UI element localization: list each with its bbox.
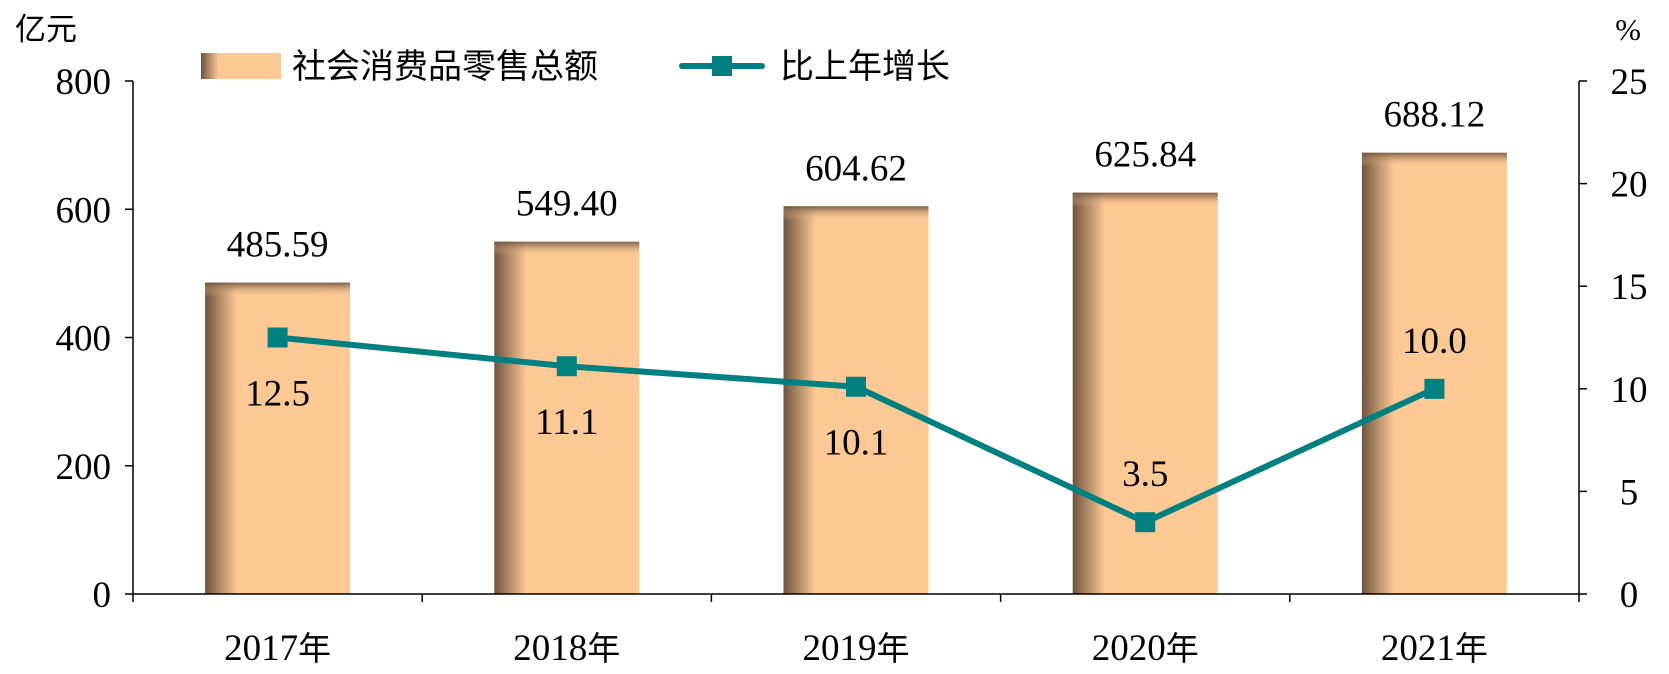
- bar-data-label: 688.12: [1384, 95, 1486, 136]
- legend-swatch-marker: [712, 56, 732, 76]
- y-right-tick-label: 15: [1611, 267, 1648, 308]
- bar: [1072, 192, 1218, 594]
- legend-label-growth: 比上年增长: [780, 47, 950, 87]
- y-left-axis-label: 亿元: [15, 12, 77, 48]
- y-left-tick-label: 600: [56, 190, 112, 231]
- y-right-tick-label: 20: [1611, 165, 1648, 206]
- legend-label-retail-sales: 社会消费品零售总额: [292, 47, 598, 87]
- x-tick-label: 2021年: [1381, 628, 1488, 669]
- growth-data-label: 10.0: [1402, 321, 1467, 362]
- y-left-tick-label: 0: [93, 575, 112, 616]
- bar-data-label: 604.62: [805, 148, 907, 189]
- line-series: [267, 327, 1445, 533]
- growth-marker: [556, 356, 577, 377]
- x-tick-label: 2018年: [513, 628, 620, 669]
- y-right-tick-label: 10: [1611, 370, 1648, 411]
- bar-series: [205, 152, 1507, 595]
- y-right-axis-label: %: [1615, 12, 1641, 47]
- growth-data-label: 3.5: [1122, 454, 1168, 495]
- growth-data-label: 10.1: [824, 423, 889, 464]
- x-tick-label: 2020年: [1092, 628, 1199, 669]
- bar-labels: 485.59 549.40 604.62 625.84 688.12: [227, 95, 1486, 266]
- bar-data-label: 549.40: [516, 184, 618, 225]
- line-labels: 12.5 11.1 10.1 3.5 10.0: [245, 321, 1467, 495]
- bar-data-label: 485.59: [227, 225, 329, 266]
- y-left-tick-label: 400: [56, 319, 112, 360]
- y-left-tick-label: 800: [56, 62, 112, 103]
- bar-top-shade: [494, 241, 640, 256]
- growth-marker: [1424, 378, 1445, 399]
- legend: 社会消费品零售总额 比上年增长: [201, 47, 950, 87]
- axes: 0 200 400 600 800 0 5 10 15 20 25 2017年 2018年 2019年 20…: [56, 62, 1648, 669]
- y-left-tick-label: 200: [56, 447, 112, 488]
- bar: [494, 241, 640, 594]
- x-tick-label: 2017年: [224, 628, 331, 669]
- bar-top-shade: [783, 206, 929, 221]
- growth-marker: [846, 376, 866, 397]
- growth-data-label: 12.5: [245, 374, 310, 415]
- bar-data-label: 625.84: [1094, 135, 1196, 176]
- bar-top-shade: [1361, 152, 1507, 167]
- bar-top-shade: [1072, 192, 1218, 207]
- growth-marker: [1135, 512, 1156, 533]
- y-right-tick-label: 5: [1620, 472, 1639, 513]
- legend-swatch-bar: [201, 53, 281, 79]
- x-tick-label: 2019年: [803, 628, 910, 669]
- growth-marker: [267, 327, 288, 348]
- bar: [783, 206, 929, 595]
- growth-data-label: 11.1: [535, 402, 598, 443]
- bar: [1361, 152, 1507, 595]
- bar-top-shade: [205, 282, 351, 297]
- y-right-tick-label: 25: [1611, 62, 1648, 103]
- y-right-tick-label: 0: [1620, 575, 1639, 616]
